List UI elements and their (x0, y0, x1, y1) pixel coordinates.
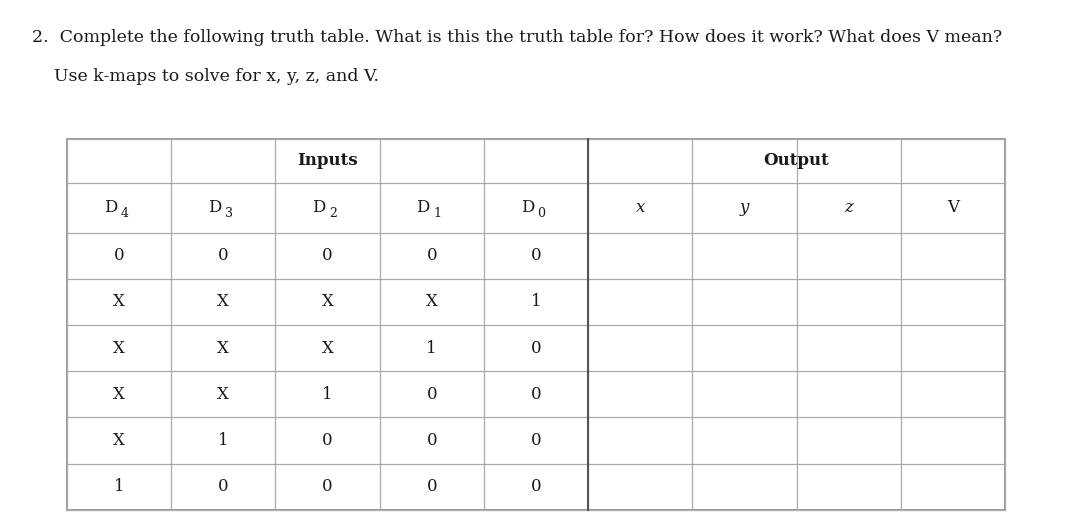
Text: Use k-maps to solve for x, y, z, and V.: Use k-maps to solve for x, y, z, and V. (32, 68, 379, 85)
Text: X: X (426, 293, 437, 310)
Text: D: D (521, 199, 534, 216)
Text: V: V (947, 199, 959, 216)
Text: X: X (113, 432, 125, 449)
Text: X: X (322, 340, 334, 356)
Text: 0: 0 (427, 247, 437, 264)
Text: 0: 0 (427, 386, 437, 403)
Text: 1: 1 (218, 432, 229, 449)
Text: 4: 4 (121, 207, 129, 220)
Text: D: D (417, 199, 430, 216)
Text: D: D (208, 199, 221, 216)
Text: Inputs: Inputs (297, 152, 357, 170)
Text: 1: 1 (433, 207, 441, 220)
Text: 0: 0 (218, 247, 229, 264)
Text: 0: 0 (530, 247, 541, 264)
Text: 0: 0 (113, 247, 124, 264)
Text: x: x (635, 199, 645, 216)
Text: 2.  Complete the following truth table. What is this the truth table for? How do: 2. Complete the following truth table. W… (32, 29, 1002, 46)
Text: D: D (104, 199, 117, 216)
Text: 0: 0 (322, 478, 333, 495)
Text: X: X (322, 293, 334, 310)
Text: Output: Output (764, 152, 829, 170)
Text: X: X (217, 386, 229, 403)
Text: 1: 1 (322, 386, 333, 403)
Text: 0: 0 (427, 478, 437, 495)
Text: 0: 0 (427, 432, 437, 449)
Text: 0: 0 (530, 432, 541, 449)
Text: 0: 0 (530, 340, 541, 356)
Text: X: X (217, 340, 229, 356)
Text: 1: 1 (530, 293, 541, 310)
Text: 0: 0 (538, 207, 545, 220)
Text: 0: 0 (530, 478, 541, 495)
Text: 3: 3 (225, 207, 232, 220)
Text: 0: 0 (218, 478, 229, 495)
Text: y: y (740, 199, 750, 216)
Text: D: D (312, 199, 325, 216)
Text: z: z (845, 199, 853, 216)
Text: X: X (113, 293, 125, 310)
Text: 1: 1 (113, 478, 124, 495)
Text: 0: 0 (530, 386, 541, 403)
Text: 1: 1 (427, 340, 437, 356)
Text: 0: 0 (322, 247, 333, 264)
Text: X: X (113, 340, 125, 356)
Text: X: X (217, 293, 229, 310)
Text: 2: 2 (329, 207, 337, 220)
Text: X: X (113, 386, 125, 403)
Text: 0: 0 (322, 432, 333, 449)
